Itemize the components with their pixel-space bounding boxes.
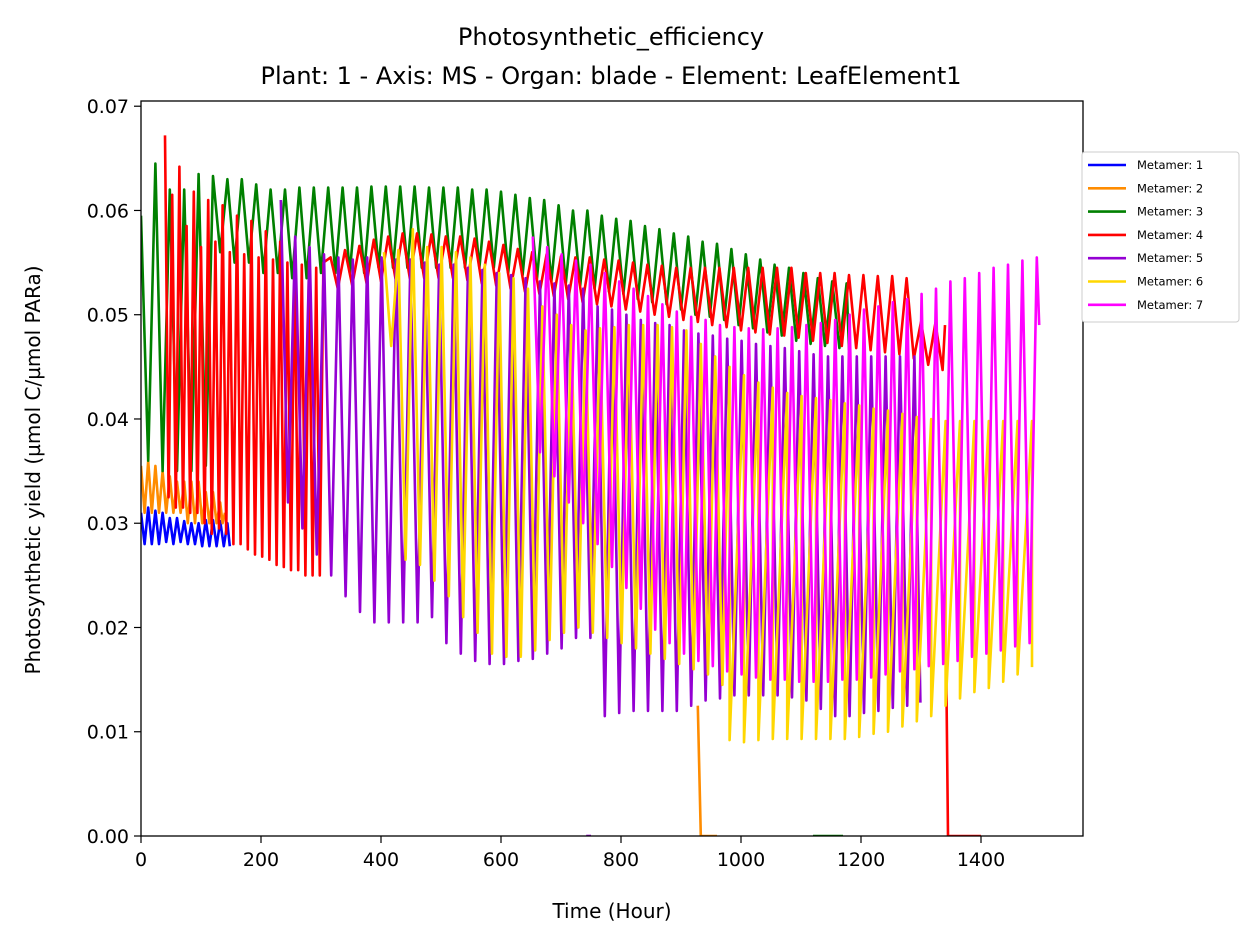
x-tick-label: 1400 [957, 849, 1005, 871]
legend-label: Metamer: 2 [1137, 181, 1203, 195]
legend: Metamer: 1 Metamer: 2 Metamer: 3 Metamer: 4… [1081, 151, 1240, 323]
x-tick-label: 400 [363, 849, 399, 871]
x-tick-label: 1000 [717, 849, 765, 871]
legend-frame [1081, 151, 1240, 323]
x-tick-label: 800 [603, 849, 639, 871]
chart-subtitle: Plant: 1 - Axis: MS - Organ: blade - Ele… [260, 62, 961, 90]
legend-label: Metamer: 6 [1137, 275, 1203, 289]
series-1-line [141, 506, 232, 548]
legend-label: Metamer: 7 [1137, 298, 1203, 312]
series-4-segment [944, 663, 981, 836]
y-tick-label: 0.00 [87, 826, 129, 848]
y-tick-label: 0.07 [87, 96, 129, 118]
x-tick-label: 0 [135, 849, 147, 871]
x-tick-label: 1200 [837, 849, 885, 871]
y-axis: 0.00 0.01 0.02 0.03 0.04 0.05 0.06 0.07 [87, 96, 141, 848]
series-2-segment [696, 705, 717, 836]
legend-label: Metamer: 1 [1137, 158, 1203, 172]
chart-title: Photosynthetic_efficiency [458, 23, 764, 51]
legend-label: Metamer: 5 [1137, 251, 1203, 265]
y-tick-label: 0.05 [87, 305, 129, 327]
y-tick-label: 0.04 [87, 409, 129, 431]
x-tick-label: 600 [483, 849, 519, 871]
x-tick-label: 200 [243, 849, 279, 871]
y-tick-label: 0.06 [87, 200, 129, 222]
series-7-line [531, 236, 1041, 683]
y-axis-label: Photosynthetic yield (µmol C/µmol PARa) [21, 265, 45, 674]
legend-label: Metamer: 3 [1137, 205, 1203, 219]
x-axis: 0 200 400 600 800 1000 1200 1400 [135, 836, 1005, 871]
y-tick-label: 0.01 [87, 722, 129, 744]
legend-label: Metamer: 4 [1137, 228, 1203, 242]
series-6-line [382, 227, 1034, 744]
x-axis-label: Time (Hour) [551, 899, 671, 923]
y-tick-label: 0.02 [87, 617, 129, 639]
series-4-line [163, 135, 947, 577]
y-tick-label: 0.03 [87, 513, 129, 535]
series-layer [141, 135, 1041, 836]
plot-frame [140, 100, 1084, 837]
